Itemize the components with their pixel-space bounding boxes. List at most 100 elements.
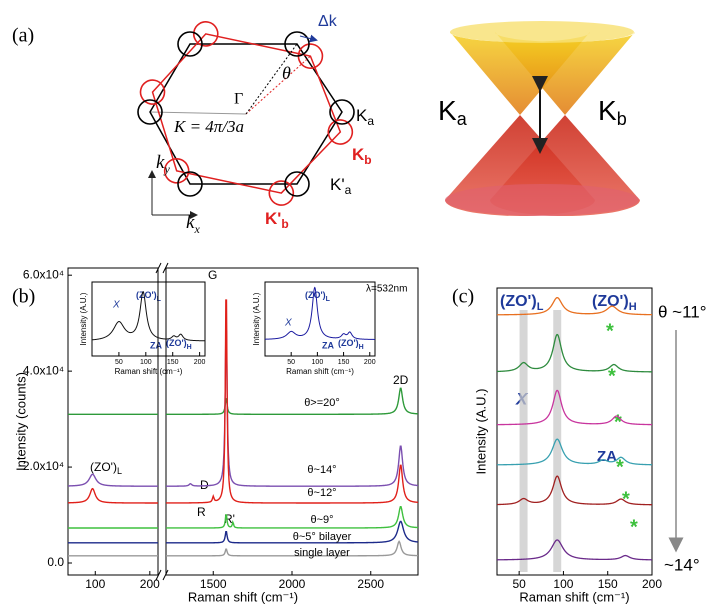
k-b: Kb [352,145,372,167]
annotation-main: (ZO') [136,290,157,300]
theta-end: ~14° [664,555,700,574]
annotation: (ZO')L [305,290,331,302]
annotation-sub: H [359,344,364,351]
annotation-main: (ZO') [592,293,629,310]
k-prime-b-sub: b [281,217,288,231]
annotation-sub: L [326,296,331,303]
cone-k-b-main: K [598,95,617,126]
gamma: Γ [234,91,243,108]
series-label: θ~14° [307,464,336,476]
cone-k-a-sub: a [457,109,468,129]
k-y: ky [156,152,170,175]
x-axis-label: Raman shift (cm⁻¹) [519,589,629,604]
k-b-sub: b [364,153,371,167]
annotation: (ZO')L [500,293,544,313]
star: * [630,516,638,538]
annotation: X [284,318,292,329]
k-a-sub: a [367,114,374,128]
k-b-main: K [352,145,365,164]
annotation-sub: H [187,344,192,351]
spectrum-line [68,474,158,486]
series-label: θ~5° bilayer [293,531,352,543]
spectrum-line [68,489,158,503]
plot-frame [166,268,418,575]
star: * [608,365,616,387]
annotation: λ=532nm [366,284,407,295]
x-tick-label: 150 [167,359,179,366]
series-label: θ>=20° [304,397,340,409]
delta-k: Δk [318,13,338,30]
cone-bottom-rim [445,184,639,216]
y-axis-label: Intensity (counts) [13,372,28,471]
spectrum-line [166,541,418,555]
x-tick-label: 100 [85,577,105,591]
x-tick-label: 200 [642,577,662,591]
x-tick-label: 100 [140,359,152,366]
y-axis-label: Intensity (A.U.) [79,292,88,345]
x-tick-label: 50 [287,359,295,366]
annotation: (ZO')H [338,338,364,350]
y-axis-label: Intensity (A.U.) [473,389,488,475]
spectrum-line [166,331,418,486]
annotation: ZA [597,448,617,465]
figure: (a) Δk θ Γ K = 4π/3a Ka Kb K'a K'b ky kx [0,0,716,604]
annotation-sub: L [157,296,162,303]
k-prime-a: K'a [330,175,352,197]
panel-label: (a) [12,25,34,47]
x-tick-label: 2500 [357,577,384,591]
k-line [150,112,246,114]
annotation: R [197,505,206,519]
x-tick-label: 150 [338,359,350,366]
k-a: Ka [356,106,374,128]
annotation-main: (ZO') [166,338,187,348]
y-tick-label: 0.0 [47,555,64,569]
k-prime-a-main: K' [330,175,345,194]
k-prime-a-sub: a [345,183,352,197]
x-tick-label: 200 [194,359,206,366]
y-axis-label: Intensity (A.U.) [252,292,261,345]
theta: θ [282,63,291,83]
annotation-main: (ZO') [500,293,537,310]
star: * [606,320,614,342]
annotation-sub: L [537,301,544,313]
x-tick-label: 100 [312,359,324,366]
panel-label: (c) [452,286,474,308]
cone-k-b: Kb [598,95,627,128]
k-a-main: K [356,106,368,125]
x-tick-label: 200 [364,359,376,366]
y-tick-label: 4.0x10⁴ [23,363,64,377]
panel-a: (a) Δk θ Γ K = 4π/3a Ka Kb K'a K'b ky kx [12,11,640,235]
annotation-main: (ZO') [90,460,117,474]
highlight-band [553,310,561,572]
highlight-band [520,310,528,572]
k-relation: K = 4π/3a [173,117,244,136]
annotation: (ZO')L [90,460,122,476]
annotation: ZA [150,340,162,350]
y-tick-label: 2.0x10⁴ [23,459,64,473]
x-axis-label: Raman shift (cm⁻¹) [115,367,183,376]
k-x: kx [186,212,200,235]
k-x-sub: x [193,222,200,236]
cone-k-b-sub: b [617,109,627,129]
annotation: 2D [393,373,409,387]
series-label: single layer [294,547,350,559]
star: * [614,411,622,433]
y-tick-label: 6.0x10⁴ [23,267,64,281]
red-dotted [246,46,310,125]
annotation-main: (ZO') [338,338,359,348]
k-prime-b-main: K' [265,209,281,228]
x-tick-label: 50 [115,359,123,366]
k-y-sub: y [163,162,170,176]
k-prime-b: K'b [265,209,289,231]
series-label: θ~9° [310,514,333,526]
panel-label: (b) [12,286,35,308]
cone-k-a: Ka [438,95,468,128]
annotation: (ZO')H [592,293,637,313]
series-label: θ~12° [307,487,336,499]
annotation-sub: H [629,301,637,313]
x-tick-label: 200 [140,577,160,591]
spectrum-line [166,388,418,414]
annotation-sub: L [117,466,122,476]
x-axis-label: Raman shift (cm⁻¹) [188,589,298,604]
cone-top-rim [450,21,634,43]
